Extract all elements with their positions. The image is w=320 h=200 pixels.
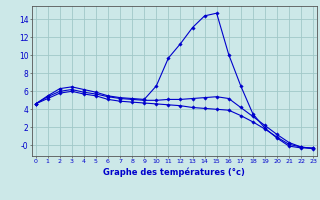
X-axis label: Graphe des températures (°c): Graphe des températures (°c) bbox=[103, 167, 245, 177]
